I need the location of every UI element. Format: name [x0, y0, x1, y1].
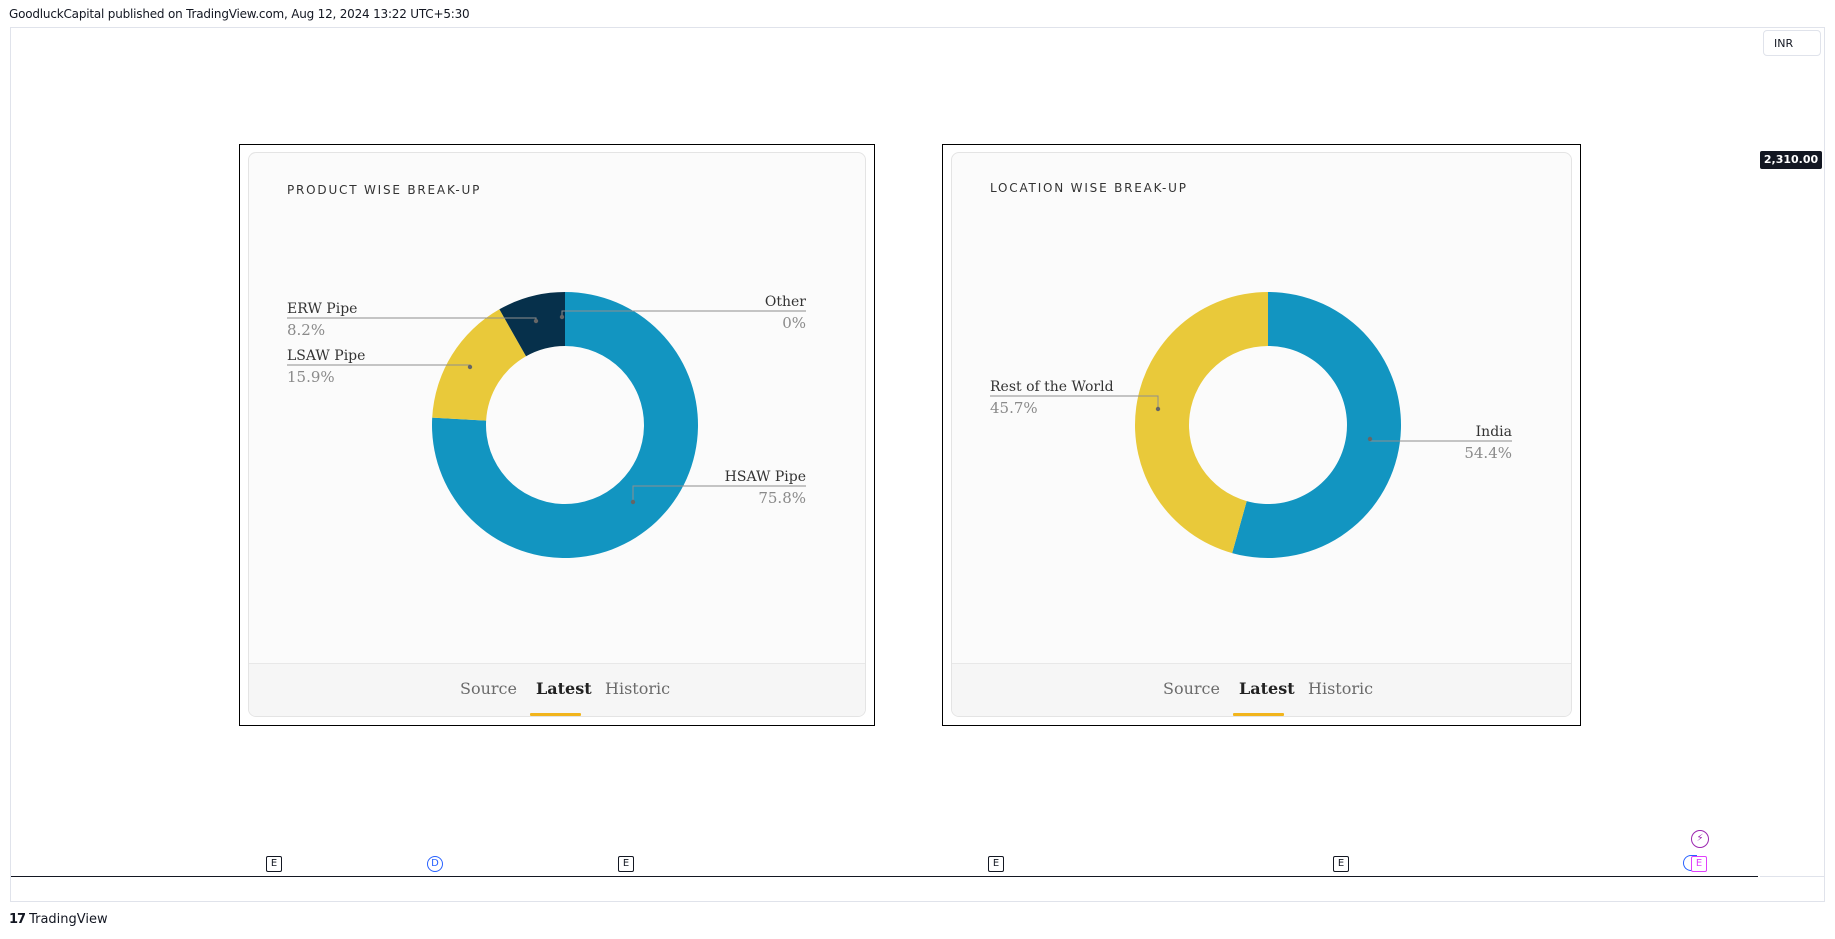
earnings-marker[interactable]: E	[988, 856, 1004, 872]
location-breakup-title: LOCATION WISE BREAK-UP	[990, 181, 1188, 195]
tradingview-mark-icon: 17	[9, 912, 26, 927]
location-breakup-panel: LOCATION WISE BREAK-UP India 54.4% Rest of…	[942, 144, 1581, 726]
published-info: GoodluckCapital published on TradingView…	[9, 7, 470, 21]
leader-dot	[559, 314, 565, 320]
slice-value-label: 75.8%	[758, 489, 806, 507]
leader-line	[632, 485, 806, 502]
slice-label: Other	[765, 294, 806, 310]
product-donut-chart: HSAW Pipe 75.8% LSAW Pipe 15.9% ERW Pipe 8.2%…	[287, 292, 806, 558]
earnings-marker[interactable]: E	[1333, 856, 1349, 872]
leader-dot	[467, 364, 473, 370]
location-tabs-bar: Source Latest Historic	[952, 663, 1571, 716]
earnings-marker[interactable]: E	[618, 856, 634, 872]
tab-historic[interactable]: Historic	[605, 679, 671, 698]
slice-value-label: 54.4%	[1464, 444, 1512, 462]
leader-dot	[533, 318, 539, 324]
tab-historic[interactable]: Historic	[1308, 679, 1374, 698]
slice-value-label: 0%	[782, 314, 806, 332]
slice-value-label: 15.9%	[287, 368, 335, 386]
earnings-marker[interactable]: E	[266, 856, 282, 872]
product-breakup-title: PRODUCT WISE BREAK-UP	[287, 183, 482, 197]
tab-source[interactable]: Source	[1163, 679, 1220, 698]
tab-source[interactable]: Source	[460, 679, 517, 698]
currency-button[interactable]: INR	[1763, 30, 1821, 56]
active-tab-indicator	[530, 713, 581, 716]
leader-line	[287, 364, 471, 367]
leader-dot	[1155, 406, 1161, 412]
slice-india[interactable]	[1232, 292, 1401, 558]
slice-label: India	[1476, 424, 1512, 440]
leader-dot	[630, 499, 636, 505]
location-breakup-card: LOCATION WISE BREAK-UP India 54.4% Rest of…	[951, 152, 1572, 717]
dividend-marker[interactable]: D	[427, 856, 443, 872]
slice-lsaw-pipe[interactable]	[432, 309, 527, 421]
slice-label: HSAW Pipe	[725, 469, 806, 485]
product-breakup-card: PRODUCT WISE BREAK-UP HSAW Pipe 75.8% LSAW…	[248, 152, 866, 717]
slice-label: Rest of the World	[990, 379, 1114, 395]
location-donut-chart: India 54.4% Rest of the World 45.7%	[990, 292, 1512, 558]
chart-frame	[10, 27, 1825, 902]
slice-value-label: 8.2%	[287, 321, 325, 339]
product-tabs-bar: Source Latest Historic	[249, 663, 865, 716]
leader-dot	[1367, 436, 1373, 442]
leader-line	[990, 395, 1159, 409]
tradingview-brand: TradingView	[29, 912, 108, 927]
product-breakup-panel: PRODUCT WISE BREAK-UP HSAW Pipe 75.8% LSAW…	[239, 144, 875, 726]
tab-latest[interactable]: Latest	[536, 679, 592, 698]
active-tab-indicator	[1233, 713, 1284, 716]
time-axis-right	[1760, 876, 1824, 877]
slice-hsaw-pipe[interactable]	[432, 292, 698, 558]
price-axis-label: 2,310.00	[1760, 151, 1822, 169]
slice-erw-pipe[interactable]	[499, 292, 565, 357]
flash-event-icon[interactable]: ⚡	[1691, 830, 1709, 848]
partial-event-marker[interactable]	[1683, 855, 1697, 871]
slice-value-label: 45.7%	[990, 399, 1038, 417]
slice-rest-of-the-world[interactable]	[1134, 292, 1268, 554]
tradingview-logo[interactable]: 17 TradingView	[9, 912, 108, 927]
upcoming-earnings-marker[interactable]: E	[1691, 856, 1707, 872]
slice-label: ERW Pipe	[287, 301, 357, 317]
slice-label: LSAW Pipe	[287, 348, 365, 364]
time-axis	[11, 876, 1758, 877]
tab-latest[interactable]: Latest	[1239, 679, 1295, 698]
